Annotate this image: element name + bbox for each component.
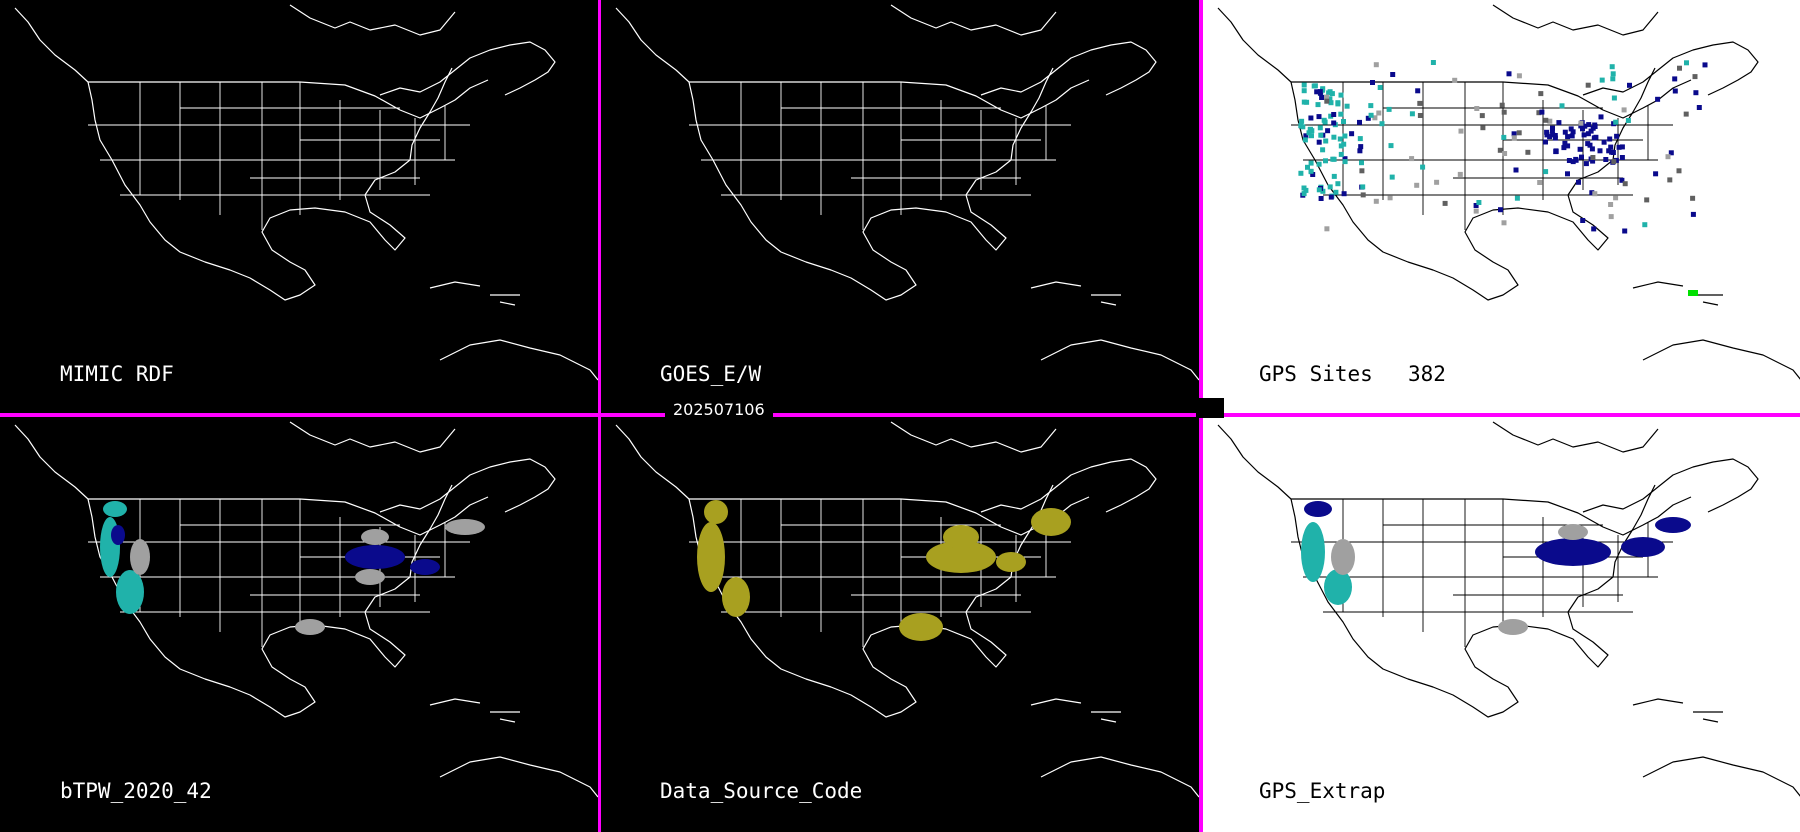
basemap-north-america bbox=[615, 421, 1199, 798]
basemap-north-america bbox=[615, 4, 1199, 381]
panel-gps-sites: GPS Sites 382 bbox=[1203, 0, 1800, 413]
panel-data-source-code: Data_Source_Code bbox=[601, 417, 1199, 832]
map-outline bbox=[14, 421, 598, 798]
map-outline bbox=[14, 4, 598, 381]
panel-label: MIMIC RDF bbox=[60, 362, 174, 386]
timestamp-box bbox=[1196, 398, 1224, 418]
panel-mimic-rdf: MIMIC RDF bbox=[0, 0, 598, 413]
panel-label: GPS_Extrap bbox=[1259, 779, 1386, 803]
map-outline bbox=[615, 4, 1199, 381]
panel-goes-ew: GOES_E/W bbox=[601, 0, 1199, 413]
divider-horizontal bbox=[0, 413, 1800, 417]
panel-label: GPS Sites bbox=[1259, 362, 1373, 386]
timestamp-label: 202507106 bbox=[665, 398, 773, 422]
panel-btpw: bTPW_2020_42 bbox=[0, 417, 598, 832]
map-outline bbox=[1217, 421, 1800, 797]
map-outline bbox=[615, 421, 1199, 798]
basemap-north-america bbox=[1217, 4, 1800, 380]
panel-label: bTPW_2020_42 bbox=[60, 779, 212, 803]
site-count: 382 bbox=[1408, 362, 1446, 386]
data-source-overlay bbox=[697, 500, 1071, 641]
panel-gps-extrap: GPS_Extrap bbox=[1203, 417, 1800, 832]
moisture-overlay bbox=[100, 501, 485, 635]
basemap-north-america bbox=[14, 421, 598, 798]
basemap-north-america bbox=[14, 4, 598, 381]
extrapolated-overlay bbox=[1301, 501, 1691, 635]
panel-label: Data_Source_Code bbox=[660, 779, 863, 803]
gps-site-points bbox=[1298, 60, 1708, 296]
basemap-north-america bbox=[1217, 421, 1800, 797]
panel-label: GOES_E/W bbox=[660, 362, 762, 386]
